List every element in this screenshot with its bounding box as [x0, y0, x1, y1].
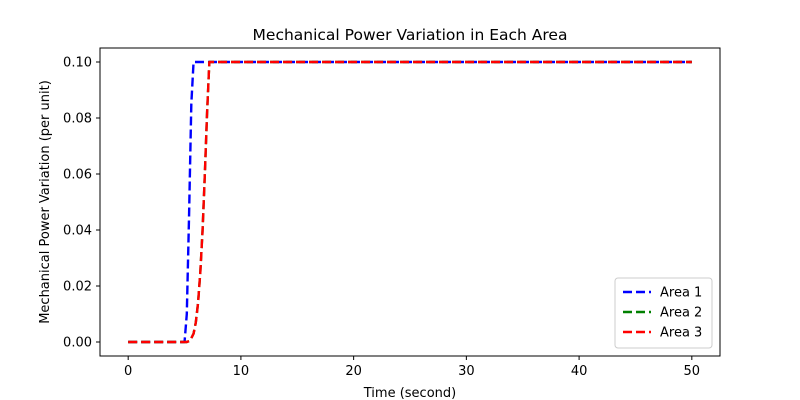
- x-tick-label: 30: [458, 364, 475, 379]
- y-tick-label: 0.06: [63, 168, 92, 183]
- x-tick-label: 10: [233, 364, 250, 379]
- chart-title: Mechanical Power Variation in Each Area: [253, 26, 568, 44]
- legend-label-1: Area 1: [660, 286, 702, 301]
- y-tick-label: 0.08: [63, 112, 92, 127]
- x-tick-label: 50: [684, 364, 701, 379]
- x-tick-label: 0: [124, 364, 132, 379]
- y-tick-label: 0.02: [63, 280, 92, 295]
- y-axis-label: Mechanical Power Variation (per unit): [38, 80, 53, 324]
- y-tick-label: 0.00: [63, 336, 92, 351]
- series-line-3: [128, 60, 692, 344]
- y-tick-label: 0.04: [63, 224, 92, 239]
- plot-frame: [99, 47, 721, 357]
- series-line-1: [128, 60, 692, 344]
- x-tick-label: 40: [571, 364, 588, 379]
- x-tick-label: 20: [345, 364, 362, 379]
- legend-label-2: Area 2: [660, 306, 702, 321]
- x-axis-label: Time (second): [363, 386, 456, 400]
- legend-label-3: Area 3: [660, 326, 702, 341]
- plot-area: 0 10 20 30 40 50 0.00 0.02 0.04 0.06 0.08 0.10 Area …: [63, 47, 721, 379]
- y-tick-label: 0.10: [63, 56, 92, 71]
- legend-box: [614, 277, 713, 349]
